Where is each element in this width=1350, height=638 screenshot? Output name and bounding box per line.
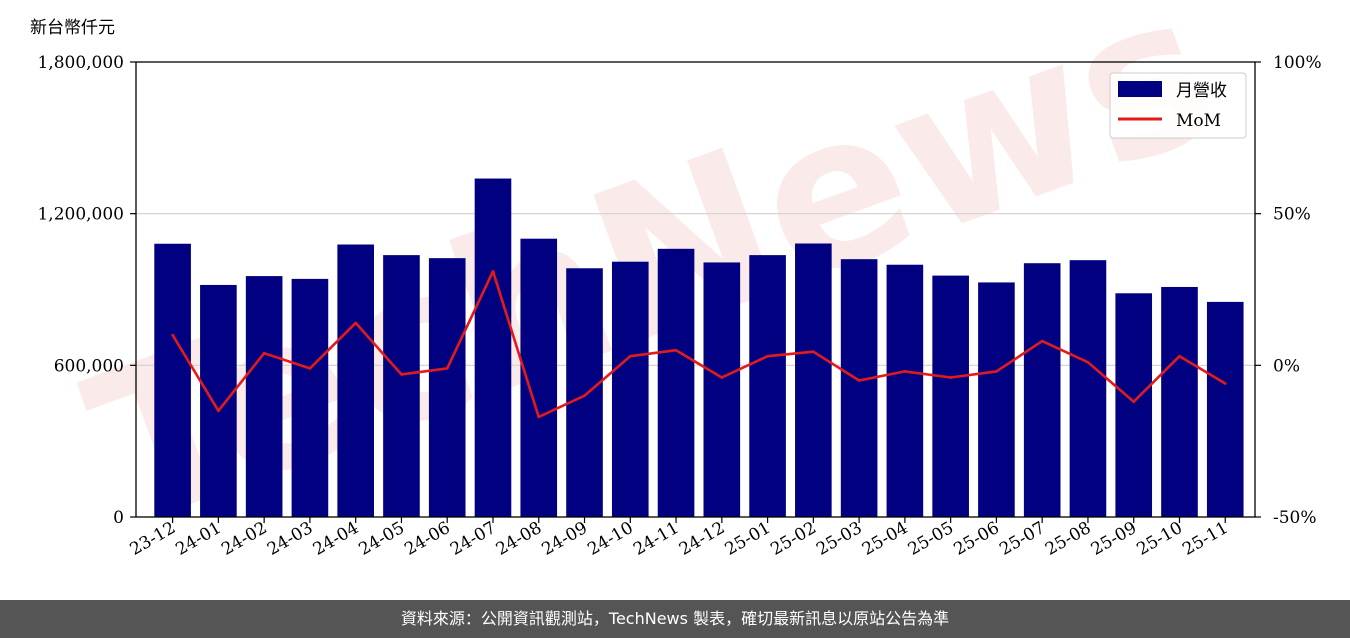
mom-point (674, 348, 678, 352)
mom-point (857, 379, 861, 382)
bar (932, 275, 969, 517)
x-tick-label: 25-05 (905, 518, 957, 560)
mom-point (1223, 382, 1227, 385)
x-tick-label: 24-08 (493, 518, 545, 560)
y-axis-unit-label: 新台幣仟元 (30, 18, 115, 38)
x-tick-label: 24-09 (539, 518, 591, 560)
x-tick-label: 25-07 (996, 518, 1048, 560)
bar (657, 248, 695, 517)
mom-point (445, 367, 449, 370)
mom-line (171, 269, 1227, 419)
bar (1023, 263, 1061, 517)
x-tick-label: 25-01 (722, 518, 774, 560)
x-tick-label: 24-12 (676, 518, 728, 560)
chart: TechNews 0 600,000 1,200,000 1,800,000 -50% 0… (30, 0, 1322, 574)
x-tick-label: 25-06 (950, 518, 1002, 560)
mom-point (766, 354, 769, 358)
y-right-tick-label: 50% (1273, 205, 1311, 225)
x-tick-label: 24-07 (447, 518, 499, 560)
y-right-tick-label: 100% (1273, 53, 1322, 73)
x-tick-label: 24-04 (310, 518, 362, 560)
x-tick-label: 24-05 (355, 518, 407, 560)
x-tick-label: 25-04 (859, 518, 911, 560)
x-tick-label: 25-09 (1088, 518, 1140, 560)
mom-point (1086, 361, 1090, 364)
mom-point (1040, 339, 1044, 343)
watermark-text: TechNews (61, 0, 1243, 574)
mom-point (171, 333, 174, 337)
mom-point (812, 350, 815, 353)
y-left-tick-label: 1,200,000 (37, 205, 124, 225)
bar (978, 282, 1015, 517)
x-tick-label: 25-10 (1134, 518, 1186, 560)
mom-point (308, 367, 312, 370)
y-left-tick-label: 1,800,000 (37, 53, 124, 73)
mom-point (1132, 400, 1136, 404)
watermark-logo: TechNews (61, 0, 1243, 574)
x-tick-label: 25-08 (1042, 518, 1094, 560)
mom-point (949, 376, 952, 379)
bar (383, 255, 420, 517)
bar (840, 259, 878, 517)
legend: 月營收 MoM (1109, 72, 1247, 139)
bar (1206, 301, 1244, 517)
mom-point (354, 321, 357, 325)
bar (245, 276, 283, 517)
mom-series-line (171, 269, 1226, 419)
bar (1069, 260, 1107, 517)
bar (749, 255, 786, 517)
y-right-tick-label: -50% (1273, 508, 1317, 528)
bar (337, 244, 374, 517)
y-right-tick-label: 0% (1273, 356, 1300, 376)
mom-point (628, 354, 632, 358)
mom-point (537, 415, 541, 419)
mom-point (903, 370, 907, 373)
source-footer: 資料來源：公開資訊觀測站，TechNews 製表，確切最新訊息以原站公告為準 (0, 600, 1350, 638)
bar (474, 178, 512, 517)
bars (154, 178, 1244, 518)
legend-bar-label: 月營收 (1176, 81, 1227, 101)
bar (611, 261, 649, 517)
bar (795, 243, 832, 517)
bar (886, 264, 924, 517)
x-tick-label: 24-06 (401, 518, 453, 560)
bar (1161, 286, 1198, 517)
legend-bar-swatch (1118, 81, 1162, 97)
bar (566, 268, 603, 517)
mom-point (720, 376, 724, 379)
mom-point (583, 394, 586, 397)
mom-point (400, 373, 403, 376)
bar (1115, 293, 1153, 517)
mom-point (1178, 354, 1181, 358)
x-tick-label: 25-02 (767, 518, 819, 560)
y-left-tick-label: 0 (113, 508, 124, 528)
x-tick-label: 24-11 (630, 518, 682, 560)
x-tick-label: 25-11 (1179, 518, 1231, 560)
x-tick-label: 24-10 (584, 518, 636, 560)
mom-point (262, 351, 266, 355)
plot-frame (135, 61, 1256, 518)
legend-line-label: MoM (1176, 111, 1221, 131)
mom-point (491, 270, 495, 273)
y-left-tick-label: 600,000 (54, 356, 124, 376)
bar (428, 258, 466, 517)
x-tick-label: 25-03 (813, 518, 865, 560)
bar (200, 284, 237, 517)
bar (703, 262, 741, 517)
mom-point (995, 370, 998, 373)
bar (154, 243, 191, 517)
mom-point (217, 409, 220, 413)
bar (291, 278, 329, 517)
